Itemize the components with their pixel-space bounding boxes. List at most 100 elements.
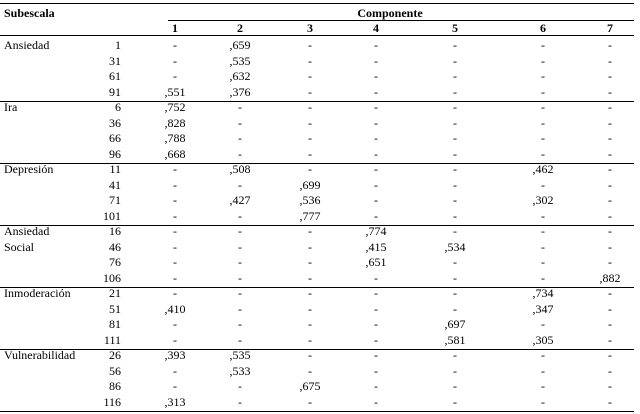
item-number: 31 xyxy=(109,53,121,68)
loading-cell: - xyxy=(173,239,177,254)
loading-cell: - xyxy=(374,317,378,331)
loading-cell: - xyxy=(374,270,378,285)
header-componente: Componente xyxy=(357,6,423,20)
loading-cell: - xyxy=(453,301,457,316)
loading-cell: - xyxy=(374,84,378,99)
item-number: 66 xyxy=(109,131,121,145)
loading-cell: - xyxy=(453,394,457,409)
loading-cell: - xyxy=(173,224,177,238)
group-rule xyxy=(0,287,634,288)
loading-cell: ,752 xyxy=(164,100,186,114)
loading-cell: - xyxy=(608,100,612,114)
item-number: 26 xyxy=(109,348,121,362)
header-subescala: Subescala xyxy=(4,6,55,20)
loading-cell: - xyxy=(608,38,612,52)
loading-cell: - xyxy=(453,84,457,99)
loading-cell: - xyxy=(173,177,177,192)
loading-cell: - xyxy=(374,286,378,300)
loading-cell: - xyxy=(453,270,457,285)
loading-cell: - xyxy=(453,255,457,269)
loading-cell: - xyxy=(608,224,612,238)
loading-cell: ,697 xyxy=(444,317,466,331)
loading-cell: - xyxy=(608,115,612,130)
loading-cell: - xyxy=(374,146,378,161)
loading-cell: - xyxy=(308,115,312,130)
loading-cell: - xyxy=(308,239,312,254)
loading-cell: - xyxy=(173,69,177,83)
loading-cell: - xyxy=(374,332,378,347)
loading-cell: ,828 xyxy=(164,115,186,130)
loading-cell: - xyxy=(308,301,312,316)
loading-cell: ,668 xyxy=(164,146,186,161)
loading-cell: - xyxy=(308,224,312,238)
loading-cell: - xyxy=(608,394,612,409)
column-number: 4 xyxy=(373,21,379,35)
group-rule xyxy=(0,225,634,226)
loading-cell: ,534 xyxy=(444,239,466,254)
loading-cell: - xyxy=(541,100,545,114)
loading-cell: - xyxy=(608,379,612,393)
loading-cell: - xyxy=(238,115,242,130)
item-number: 111 xyxy=(103,332,121,347)
rule-componente xyxy=(168,20,634,21)
loading-cell: ,462 xyxy=(532,162,554,176)
loading-cell: - xyxy=(608,332,612,347)
loading-cell: ,774 xyxy=(365,224,387,238)
loading-cell: ,659 xyxy=(229,38,251,52)
loading-cell: - xyxy=(453,193,457,207)
loading-cell: - xyxy=(541,317,545,331)
column-number: 5 xyxy=(452,21,458,35)
loading-cell: ,302 xyxy=(532,193,554,207)
loading-cell: - xyxy=(238,379,242,393)
loading-cell: - xyxy=(374,193,378,207)
loading-cell: - xyxy=(308,286,312,300)
item-number: 116 xyxy=(103,394,121,409)
item-number: 61 xyxy=(109,69,121,83)
loading-cell: - xyxy=(238,394,242,409)
loading-cell: - xyxy=(608,239,612,254)
loading-cell: - xyxy=(453,224,457,238)
loading-cell: ,376 xyxy=(229,84,251,99)
loading-cell: - xyxy=(608,193,612,207)
loading-cell: ,347 xyxy=(532,301,554,316)
loading-cell: - xyxy=(173,193,177,207)
loading-cell: - xyxy=(238,100,242,114)
loading-cell: ,675 xyxy=(299,379,321,393)
loading-cell: - xyxy=(308,146,312,161)
column-number: 6 xyxy=(540,21,546,35)
rule-top xyxy=(0,3,634,4)
loading-cell: ,632 xyxy=(229,69,251,83)
loading-cell: - xyxy=(453,38,457,52)
loading-cell: - xyxy=(541,53,545,68)
loading-cell: - xyxy=(541,115,545,130)
subscale-label: Ira xyxy=(4,100,18,114)
item-number: 71 xyxy=(109,193,121,207)
loading-cell: ,393 xyxy=(164,348,186,362)
loading-cell: - xyxy=(541,84,545,99)
loading-cell: - xyxy=(453,162,457,176)
loading-cell: - xyxy=(238,208,242,223)
loading-cell: - xyxy=(173,53,177,68)
loading-cell: - xyxy=(541,394,545,409)
item-number: 96 xyxy=(109,146,121,161)
loading-cell: - xyxy=(238,224,242,238)
loading-cell: ,415 xyxy=(365,239,387,254)
loading-cell: ,410 xyxy=(164,301,186,316)
subscale-label: Ansiedad xyxy=(4,38,50,52)
loading-cell: - xyxy=(453,177,457,192)
loading-cell: - xyxy=(308,394,312,409)
loading-cell: - xyxy=(238,146,242,161)
loading-cell: - xyxy=(453,100,457,114)
loading-cell: ,427 xyxy=(229,193,251,207)
loading-cell: - xyxy=(238,332,242,347)
loading-cell: - xyxy=(374,53,378,68)
rule-header xyxy=(0,35,634,36)
loading-cell: - xyxy=(308,100,312,114)
loading-cell: - xyxy=(374,115,378,130)
loading-cell: - xyxy=(308,348,312,362)
item-number: 91 xyxy=(109,84,121,99)
group-rule xyxy=(0,101,634,102)
loading-cell: - xyxy=(374,363,378,378)
loading-cell: - xyxy=(173,332,177,347)
loading-cell: - xyxy=(173,363,177,378)
